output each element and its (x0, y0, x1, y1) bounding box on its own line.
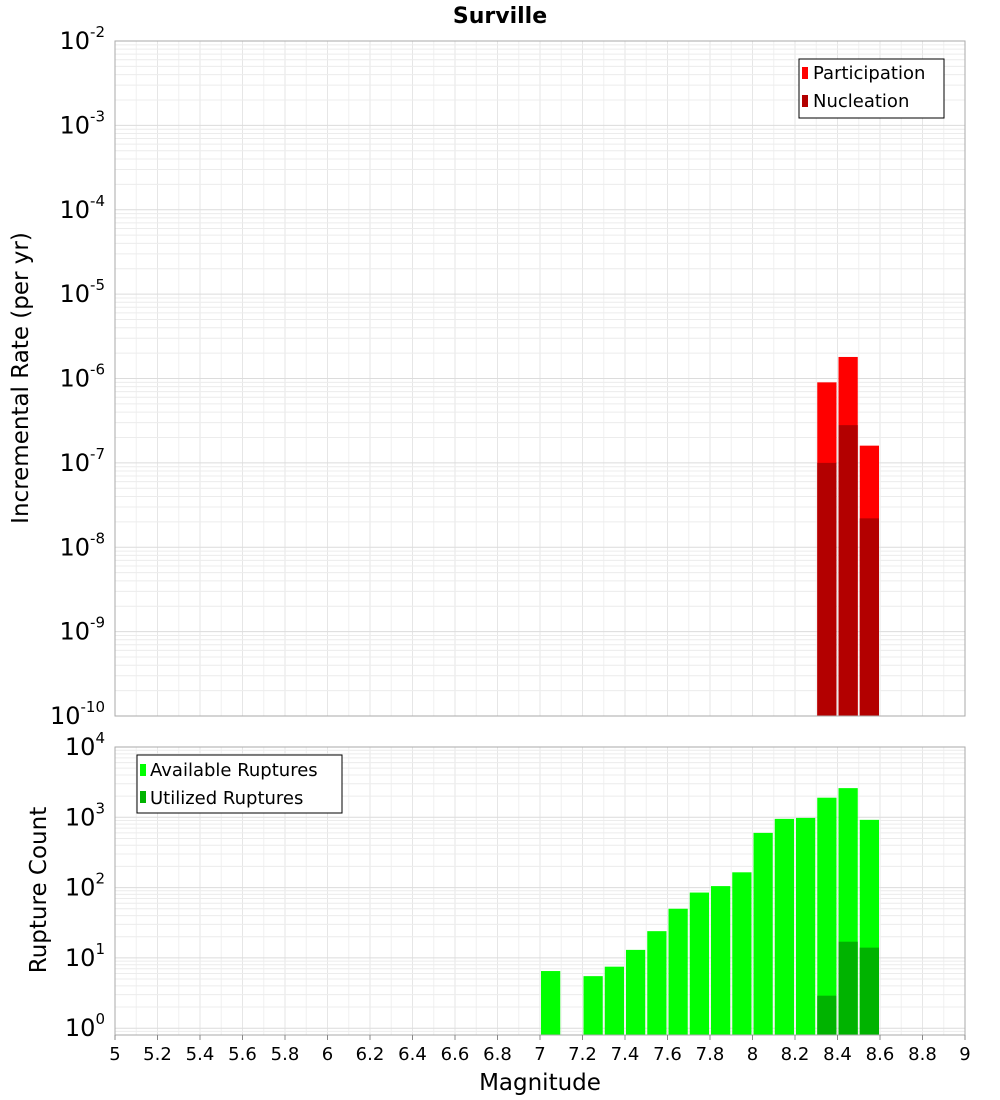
count-y-tick-label: 100 (65, 1010, 105, 1042)
count-bar-available-ruptures (604, 966, 624, 1035)
count-y-tick-label: 101 (65, 940, 105, 972)
x-axis-label: Magnitude (479, 1070, 601, 1096)
x-tick-label: 7 (534, 1044, 545, 1065)
rate-bar-nucleation (859, 518, 879, 716)
x-tick-label: 6 (322, 1044, 333, 1065)
rate-legend-box (798, 58, 945, 119)
rate-panel: 10-2 10-3 10-4 10-5 10-6 10-7 10-8 10-9 10-10 In… (8, 23, 966, 730)
rate-y-tick-label: 10-9 (59, 614, 105, 646)
rate-y-axis-label: Incremental Rate (per yr) (8, 232, 34, 524)
count-bar-available-ruptures (668, 908, 688, 1035)
rate-bar-nucleation (817, 462, 837, 716)
x-tick-label: 7.4 (611, 1044, 640, 1065)
count-y-tick-label: 104 (65, 729, 105, 761)
rate-y-tick-label: 10-8 (59, 529, 105, 561)
available-ruptures-swatch (140, 764, 146, 776)
utilized-ruptures-swatch (140, 791, 146, 803)
x-tick-label: 7.8 (696, 1044, 725, 1065)
count-y-tick-label: 103 (65, 799, 105, 831)
rate-legend: Participation Nucleation (798, 58, 945, 119)
count-legend-box (136, 754, 343, 814)
x-tick-label: 7.6 (653, 1044, 682, 1065)
count-bar-available-ruptures (732, 872, 752, 1035)
rate-y-ticks: 10-2 10-3 10-4 10-5 10-6 10-7 10-8 10-9 10-10 (50, 23, 105, 730)
x-tick-label: 5 (109, 1044, 120, 1065)
x-tick-label: 6.6 (441, 1044, 470, 1065)
count-bar-available-ruptures (796, 817, 816, 1035)
count-bar-utilized-ruptures (838, 941, 858, 1035)
count-y-ticks: 104 103 102 101 100 (65, 729, 105, 1042)
participation-swatch (802, 67, 808, 79)
x-tick-label: 8.8 (908, 1044, 937, 1065)
x-tick-label: 5.2 (143, 1044, 172, 1065)
count-bar-available-ruptures (711, 886, 731, 1035)
x-tick-label: 8.4 (823, 1044, 852, 1065)
x-tick-label: 6.8 (483, 1044, 512, 1065)
count-y-axis-label: Rupture Count (26, 807, 52, 973)
count-bar-available-ruptures (753, 832, 773, 1035)
rate-y-tick-label: 10-5 (59, 276, 105, 308)
available-ruptures-legend-label: Available Ruptures (150, 760, 318, 781)
count-bar-available-ruptures (541, 971, 561, 1035)
rate-y-tick-label: 10-3 (59, 107, 105, 139)
rate-plot-border (114, 40, 966, 717)
rate-bars (817, 356, 879, 716)
count-bar-available-ruptures (689, 892, 709, 1035)
rate-y-tick-label: 10-6 (59, 361, 105, 393)
x-tick-label: 7.2 (568, 1044, 597, 1065)
x-tick-label: 6.2 (356, 1044, 385, 1065)
count-bar-available-ruptures (817, 797, 837, 1035)
magnitude-x-ticks: 5 5.2 5.4 5.6 5.8 6 6.2 6.4 6.6 6.8 7 7.2 7.4 7.6 7.8 8… (109, 1035, 971, 1065)
count-bar-available-ruptures (774, 818, 794, 1035)
rate-bar-nucleation (838, 425, 858, 716)
rate-y-tick-label: 10-10 (50, 698, 105, 730)
rate-y-tick-label: 10-7 (59, 445, 105, 477)
rate-y-tick-label: 10-2 (59, 23, 105, 55)
count-bar-utilized-ruptures (859, 947, 879, 1035)
count-bars (541, 788, 879, 1035)
x-tick-label: 8.6 (866, 1044, 895, 1065)
nucleation-swatch (802, 95, 808, 107)
rate-grid (115, 41, 965, 716)
count-bar-available-ruptures (583, 976, 603, 1035)
count-bar-available-ruptures (647, 931, 667, 1035)
rate-y-tick-label: 10-4 (59, 192, 105, 224)
nucleation-legend-label: Nucleation (813, 91, 909, 112)
x-tick-label: 8.2 (781, 1044, 810, 1065)
count-bar-utilized-ruptures (817, 995, 837, 1035)
x-tick-label: 5.4 (186, 1044, 215, 1065)
x-tick-label: 8 (747, 1044, 758, 1065)
count-panel: 104 103 102 101 100 5 5.2 5.4 5.6 5.8 6 6.2 6.4 6.6 6… (26, 729, 971, 1096)
x-tick-label: 6.4 (398, 1044, 427, 1065)
chart-title: Surville (453, 4, 547, 29)
count-y-tick-label: 102 (65, 870, 105, 902)
x-tick-label: 5.6 (228, 1044, 257, 1065)
x-tick-label: 9 (959, 1044, 970, 1065)
participation-legend-label: Participation (813, 63, 925, 84)
x-tick-label: 5.8 (271, 1044, 300, 1065)
count-bar-available-ruptures (626, 949, 646, 1035)
count-legend: Available Ruptures Utilized Ruptures (136, 754, 343, 814)
utilized-ruptures-legend-label: Utilized Ruptures (150, 788, 303, 809)
